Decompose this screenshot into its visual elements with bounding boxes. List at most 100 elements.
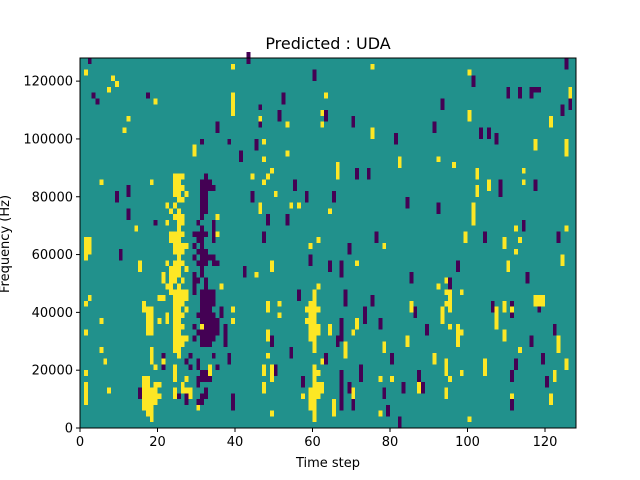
heatmap-cell-high	[564, 364, 569, 371]
heatmap-cell-low	[339, 271, 344, 278]
heatmap-cell-high	[502, 243, 507, 249]
heatmap-cell-high	[142, 300, 146, 307]
heatmap-cell-low	[204, 179, 208, 186]
heatmap-cell-low	[126, 190, 131, 197]
heatmap-cell-high	[502, 300, 507, 307]
heatmap-cell-low	[285, 219, 290, 226]
heatmap-cell-low	[211, 237, 216, 243]
heatmap-cell-low	[529, 335, 534, 342]
heatmap-cell-high	[269, 410, 274, 417]
heatmap-cell-high	[448, 300, 453, 307]
heatmap-cell-high	[483, 358, 487, 365]
heatmap-cell-high	[552, 370, 557, 376]
heatmap-cell-high	[99, 347, 104, 353]
heatmap-cell-low	[494, 138, 499, 145]
heatmap-cell-low	[556, 231, 561, 238]
heatmap-cell-high	[312, 312, 317, 319]
heatmap-cell-high	[173, 364, 177, 371]
heatmap-cell-low	[95, 98, 100, 105]
heatmap-cell-low	[91, 92, 96, 99]
heatmap-cell-high	[467, 69, 472, 76]
heatmap-cell-high	[556, 341, 561, 348]
heatmap-cell-high	[180, 277, 185, 284]
heatmap-cell-high	[258, 202, 263, 209]
heatmap-cell-high	[231, 63, 236, 70]
heatmap-cell-low	[564, 58, 569, 64]
x-axis-label: Time step	[295, 456, 360, 471]
heatmap-cell-low	[440, 98, 445, 105]
heatmap-cell-low	[471, 75, 476, 82]
heatmap-cell-low	[483, 231, 487, 238]
heatmap-cell-high	[173, 231, 177, 238]
heatmap-cell-high	[173, 248, 177, 255]
heatmap-cell-high	[122, 127, 127, 134]
heatmap-cell-high	[176, 190, 181, 197]
heatmap-cell-low	[297, 295, 301, 301]
heatmap-cell-high	[157, 381, 162, 388]
heatmap-cell-low	[409, 271, 414, 278]
heatmap-cell-low	[204, 283, 208, 290]
heatmap-cell-high	[153, 381, 158, 388]
heatmap-cell-high	[455, 323, 460, 330]
heatmap-cell-high	[173, 370, 177, 376]
heatmap-cell-low	[293, 179, 298, 186]
heatmap-cell-high	[142, 375, 146, 382]
heatmap-cell-high	[564, 138, 569, 145]
heatmap-cell-low	[347, 387, 352, 394]
heatmap-cell-low	[204, 254, 208, 261]
heatmap-cell-low	[483, 237, 487, 243]
heatmap-cell-low	[114, 196, 119, 203]
heatmap-cell-low	[266, 219, 270, 226]
heatmap-cell-low	[200, 370, 205, 376]
heatmap-cell-low	[560, 104, 565, 111]
y-tick-label: 100000	[23, 132, 73, 147]
heatmap-cell-low	[204, 289, 208, 296]
heatmap-cell-low	[200, 335, 205, 342]
heatmap-cell-high	[107, 86, 112, 93]
heatmap-cell-high	[184, 335, 189, 342]
heatmap-cell-high	[184, 375, 189, 382]
heatmap-cell-low	[200, 237, 205, 243]
heatmap-cell-high	[169, 271, 174, 278]
heatmap-cell-high	[370, 133, 375, 139]
heatmap-cell-low	[188, 364, 193, 371]
heatmap-cell-high	[165, 283, 170, 290]
heatmap-cell-low	[215, 364, 220, 371]
heatmap-cell-high	[308, 300, 313, 307]
heatmap-cell-high	[312, 410, 317, 417]
heatmap-cell-low	[211, 185, 216, 191]
heatmap-cell-high	[417, 381, 422, 388]
heatmap-cell-low	[393, 138, 398, 145]
heatmap-cell-low	[196, 375, 201, 382]
heatmap-cell-low	[514, 364, 518, 371]
heatmap-cell-low	[564, 63, 569, 70]
heatmap-cell-low	[200, 306, 205, 313]
heatmap-cell-low	[207, 323, 212, 330]
heatmap-cell-high	[83, 387, 88, 394]
heatmap-cell-high	[269, 266, 274, 272]
heatmap-cell-high	[312, 393, 317, 400]
heatmap-cell-high	[378, 410, 383, 417]
heatmap-cell-high	[176, 243, 181, 249]
heatmap-cell-high	[316, 283, 321, 290]
heatmap-cell-high	[173, 243, 177, 249]
heatmap-cell-high	[153, 364, 158, 371]
heatmap-cell-high	[184, 243, 189, 249]
heatmap-cell-high	[176, 300, 181, 307]
heatmap-cell-low	[118, 248, 123, 255]
heatmap-cell-high	[471, 202, 476, 209]
heatmap-cell-high	[83, 329, 88, 336]
heatmap-cell-low	[486, 133, 491, 139]
heatmap-cell-low	[324, 115, 329, 122]
heatmap-cell-high	[176, 347, 181, 353]
heatmap-cell-low	[351, 121, 356, 128]
heatmap-cell-high	[405, 335, 410, 342]
heatmap-cell-high	[145, 387, 150, 394]
heatmap-cell-low	[339, 335, 344, 342]
heatmap-cell-low	[231, 393, 236, 400]
heatmap-cell-high	[351, 329, 356, 336]
heatmap-cell-low	[204, 173, 208, 180]
heatmap-cell-low	[510, 370, 515, 376]
heatmap-cell-high	[459, 289, 464, 296]
heatmap-cell-high	[207, 370, 212, 376]
